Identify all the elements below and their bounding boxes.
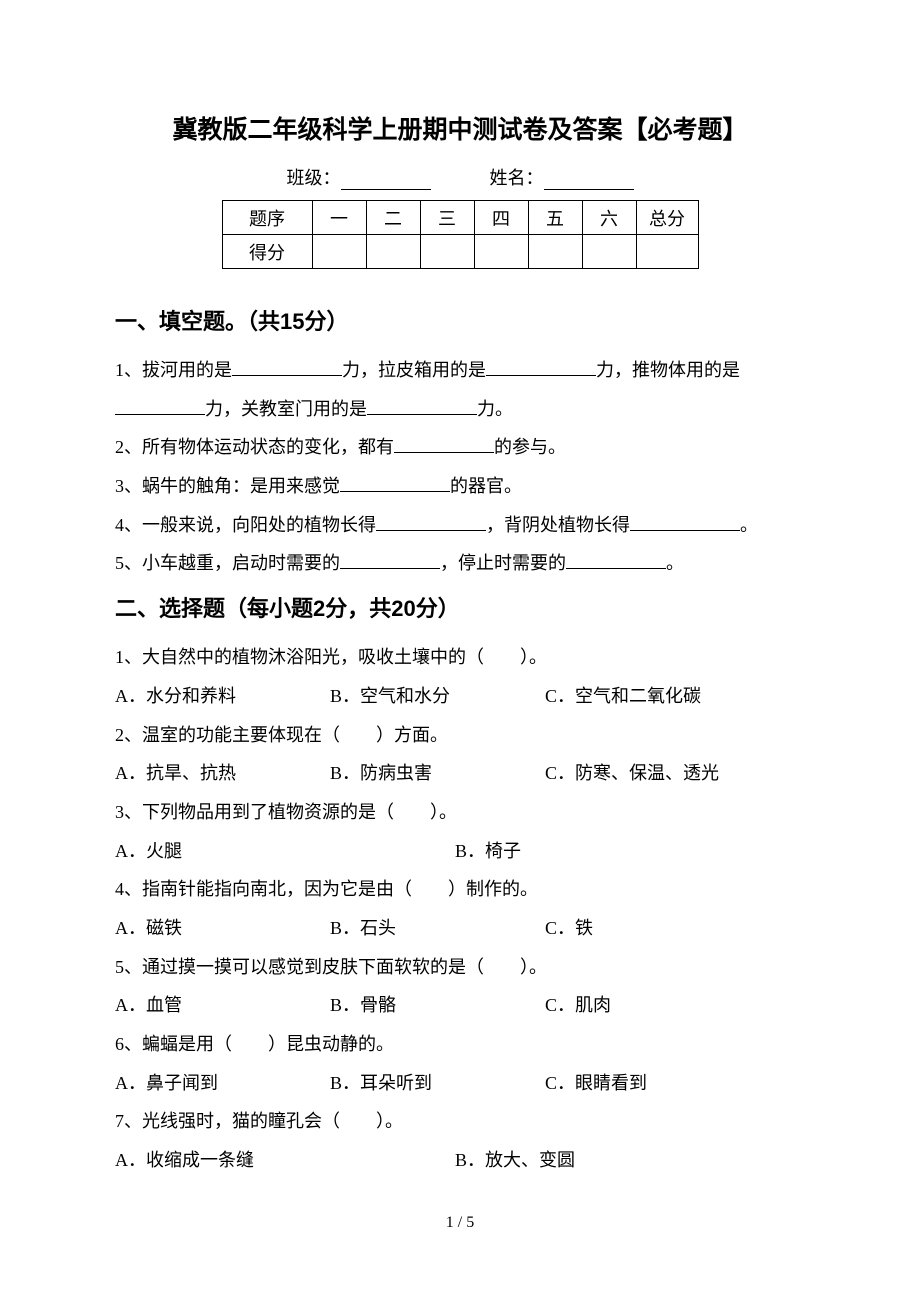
s2-q7-options: A．收缩成一条缝 B．放大、变圆 (115, 1141, 805, 1180)
score-table: 题序 一 二 三 四 五 六 总分 得分 (222, 200, 699, 269)
option-b: B．石头 (330, 909, 545, 948)
th-3: 三 (420, 201, 474, 235)
text: 3、蜗牛的触角：是用来感觉 (115, 476, 340, 496)
s2-q3-options: A．火腿 B．椅子 (115, 832, 805, 871)
th-1: 一 (312, 201, 366, 235)
option-b: B．防病虫害 (330, 754, 545, 793)
name-label: 姓名： (490, 168, 544, 188)
option-b: B．骨骼 (330, 986, 545, 1025)
blank (340, 568, 440, 569)
option-a: A．水分和养料 (115, 677, 330, 716)
th-6: 六 (582, 201, 636, 235)
table-row: 题序 一 二 三 四 五 六 总分 (222, 201, 698, 235)
option-b: B．放大、变圆 (455, 1141, 805, 1180)
text: 力。 (477, 399, 513, 419)
option-a: A．磁铁 (115, 909, 330, 948)
class-label: 班级： (287, 168, 341, 188)
option-a: A．鼻子闻到 (115, 1064, 330, 1103)
text: 力，拉皮箱用的是 (342, 360, 486, 380)
option-a: A．收缩成一条缝 (115, 1141, 455, 1180)
s2-q2-options: A．抗旱、抗热 B．防病虫害 C．防寒、保温、透光 (115, 754, 805, 793)
class-blank (341, 172, 431, 190)
blank (232, 375, 342, 376)
option-c: C．肌肉 (545, 986, 805, 1025)
text: 2、所有物体运动状态的变化，都有 (115, 437, 394, 457)
text: 4、一般来说，向阳处的植物长得 (115, 515, 376, 535)
blank (394, 452, 494, 453)
option-a: A．血管 (115, 986, 330, 1025)
blank (340, 491, 450, 492)
s1-q3: 3、蜗牛的触角：是用来感觉 的器官。 (115, 467, 805, 506)
th-2: 二 (366, 201, 420, 235)
blank (566, 568, 666, 569)
table-row: 得分 (222, 235, 698, 269)
s2-q6: 6、蝙蝠是用（ ）昆虫动静的。 (115, 1025, 805, 1064)
text: 5、小车越重，启动时需要的 (115, 553, 340, 573)
td-blank (366, 235, 420, 269)
blank (376, 530, 486, 531)
s2-q2: 2、温室的功能主要体现在（ ）方面。 (115, 716, 805, 755)
th-seq: 题序 (222, 201, 312, 235)
blank (630, 530, 740, 531)
option-c: C．铁 (545, 909, 805, 948)
th-4: 四 (474, 201, 528, 235)
option-b: B．空气和水分 (330, 677, 545, 716)
option-c: C．眼睛看到 (545, 1064, 805, 1103)
page-footer: 1 / 5 (0, 1214, 920, 1232)
s2-q3: 3、下列物品用到了植物资源的是（ ）。 (115, 793, 805, 832)
text: 力，关教室门用的是 (205, 399, 367, 419)
option-a: A．火腿 (115, 832, 455, 871)
s2-q5: 5、通过摸一摸可以感觉到皮肤下面软软的是（ ）。 (115, 948, 805, 987)
section2-heading: 二、选择题（每小题2分，共20分） (115, 591, 805, 623)
td-blank (420, 235, 474, 269)
option-a: A．抗旱、抗热 (115, 754, 330, 793)
s1-q2: 2、所有物体运动状态的变化，都有 的参与。 (115, 428, 805, 467)
text: 。 (740, 515, 758, 535)
blank (115, 414, 205, 415)
s2-q6-options: A．鼻子闻到 B．耳朵听到 C．眼睛看到 (115, 1064, 805, 1103)
option-c: C．防寒、保温、透光 (545, 754, 805, 793)
td-blank (312, 235, 366, 269)
td-blank (582, 235, 636, 269)
text: 的参与。 (494, 437, 566, 457)
s2-q7: 7、光线强时，猫的瞳孔会（ ）。 (115, 1102, 805, 1141)
s2-q4: 4、指南针能指向南北，因为它是由（ ）制作的。 (115, 870, 805, 909)
th-5: 五 (528, 201, 582, 235)
text: ，背阴处植物长得 (486, 515, 630, 535)
text: 力，推物体用的是 (596, 360, 740, 380)
document-title: 冀教版二年级科学上册期中测试卷及答案【必考题】 (115, 110, 805, 146)
th-total: 总分 (636, 201, 698, 235)
section1-heading: 一、填空题。（共15分） (115, 304, 805, 336)
s1-q5: 5、小车越重，启动时需要的 ，停止时需要的 。 (115, 544, 805, 583)
s2-q4-options: A．磁铁 B．石头 C．铁 (115, 909, 805, 948)
td-blank (528, 235, 582, 269)
text: 的器官。 (450, 476, 522, 496)
td-blank (474, 235, 528, 269)
td-blank (636, 235, 698, 269)
s1-q4: 4、一般来说，向阳处的植物长得 ，背阴处植物长得 。 (115, 506, 805, 545)
name-blank (544, 172, 634, 190)
text: ，停止时需要的 (440, 553, 566, 573)
blank (486, 375, 596, 376)
text: 1、拔河用的是 (115, 360, 232, 380)
s2-q1-options: A．水分和养料 B．空气和水分 C．空气和二氧化碳 (115, 677, 805, 716)
s2-q5-options: A．血管 B．骨骼 C．肌肉 (115, 986, 805, 1025)
s2-q1: 1、大自然中的植物沐浴阳光，吸收土壤中的（ ）。 (115, 638, 805, 677)
td-score-label: 得分 (222, 235, 312, 269)
option-b: B．椅子 (455, 832, 805, 871)
blank (367, 414, 477, 415)
option-b: B．耳朵听到 (330, 1064, 545, 1103)
meta-row: 班级： 姓名： (115, 164, 805, 190)
s1-q1: 1、拔河用的是 力，拉皮箱用的是 力，推物体用的是力，关教室门用的是 力。 (115, 351, 805, 428)
text: 。 (666, 553, 684, 573)
option-c: C．空气和二氧化碳 (545, 677, 805, 716)
